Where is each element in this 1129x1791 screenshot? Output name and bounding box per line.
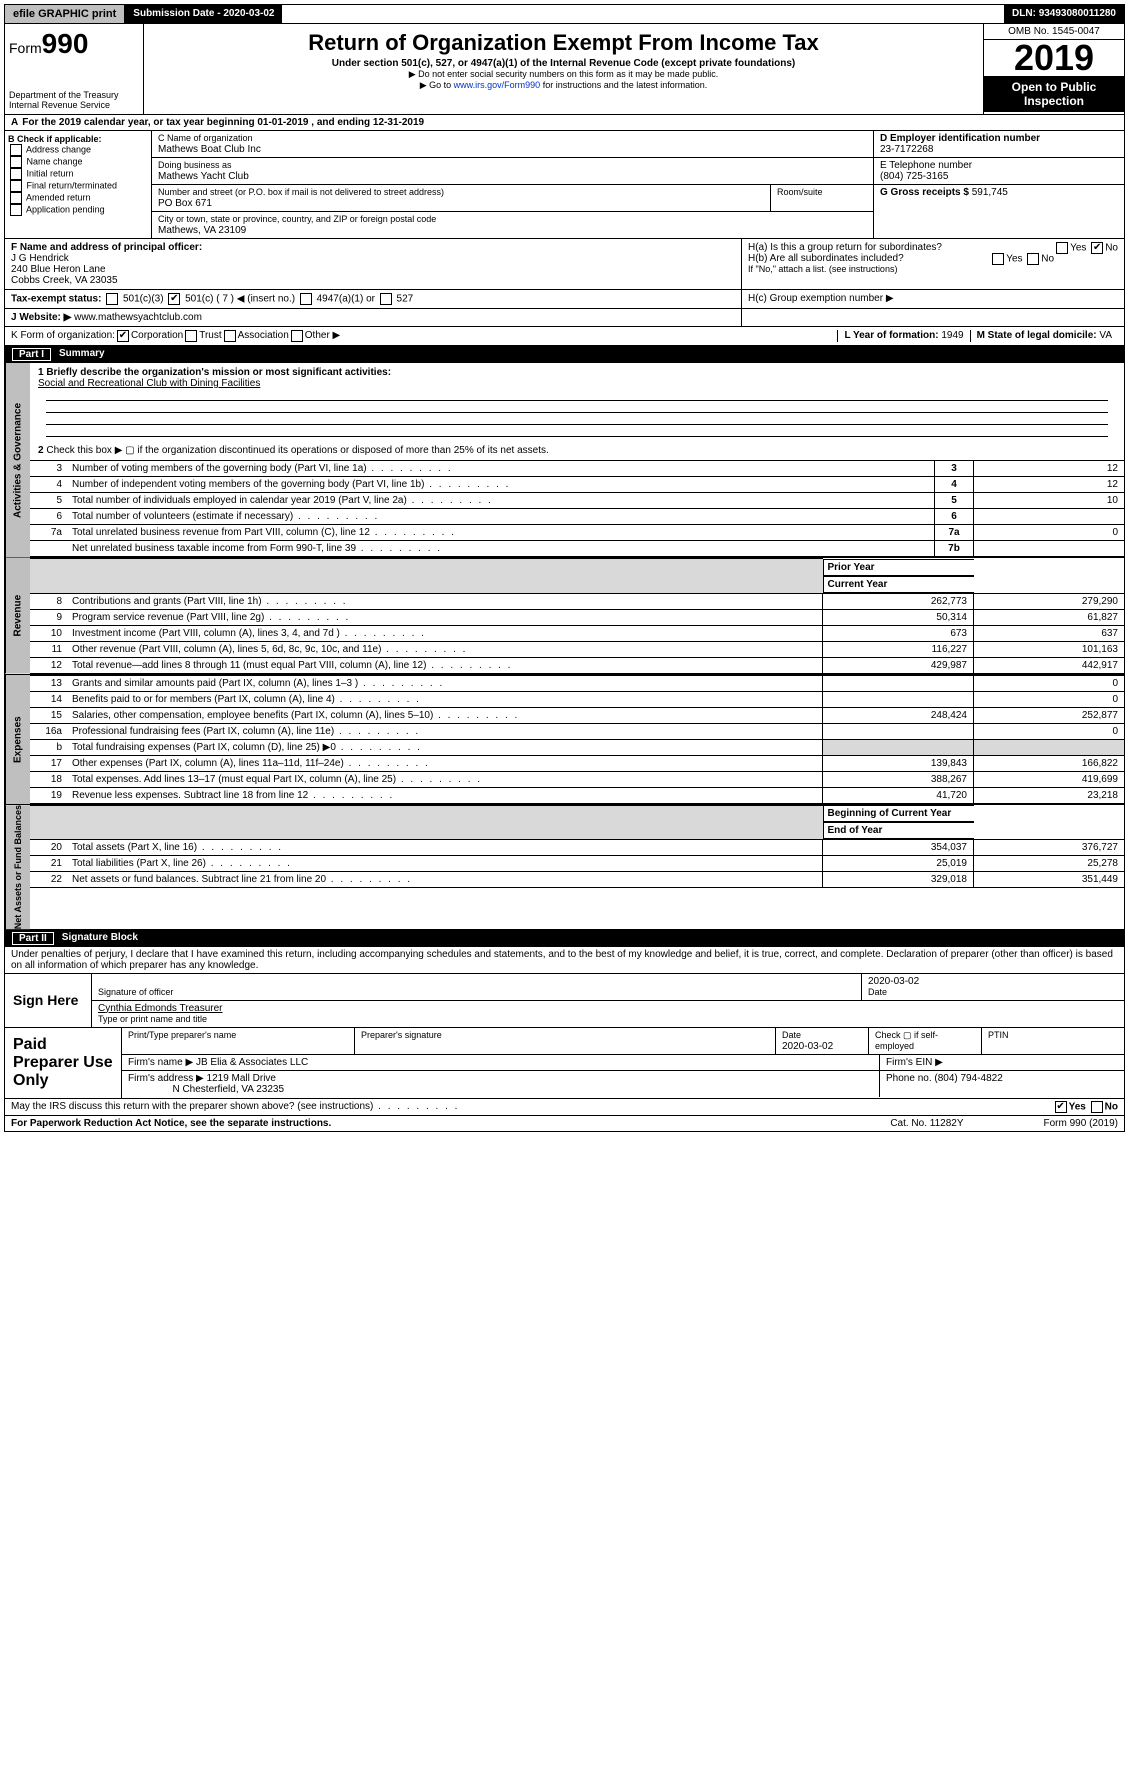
- officer-block: F Name and address of principal officer:…: [5, 239, 741, 289]
- org-name-lbl: C Name of organization: [158, 133, 253, 143]
- cb-ha-no[interactable]: [1091, 242, 1103, 254]
- cb-initial[interactable]: [10, 168, 22, 180]
- org-name: Mathews Boat Club Inc: [158, 144, 261, 155]
- hc-row: H(c) Group exemption number ▶: [741, 290, 1124, 308]
- subtitle-2: ▶ Do not enter social security numbers o…: [148, 69, 979, 80]
- gross-lbl: G Gross receipts $: [880, 187, 972, 198]
- summary-net: Net Assets or Fund Balances Beginning of…: [4, 805, 1125, 930]
- section-a-d: B Check if applicable: Address change Na…: [4, 131, 1125, 239]
- h-block: H(a) Is this a group return for subordin…: [741, 239, 1124, 289]
- col-b-checkboxes: B Check if applicable: Address change Na…: [5, 131, 152, 238]
- dba-lbl: Doing business as: [158, 160, 232, 170]
- addr-lbl: Number and street (or P.O. box if mail i…: [158, 187, 444, 197]
- ein: 23-7172268: [880, 144, 933, 155]
- phone: (804) 725-3165: [880, 171, 948, 182]
- website-row: J Website: ▶ www.mathewsyachtclub.com: [5, 309, 741, 326]
- cb-address[interactable]: [10, 144, 22, 156]
- dept-treasury: Department of the Treasury Internal Reve…: [9, 90, 139, 110]
- cb-discuss-yes[interactable]: [1055, 1101, 1067, 1113]
- form-title: Return of Organization Exempt From Incom…: [148, 30, 979, 56]
- sign-here: Sign Here Signature of officer2020-03-02…: [4, 974, 1125, 1028]
- tax-exempt-row: Tax-exempt status: 501(c)(3) 501(c) ( 7 …: [5, 290, 741, 308]
- vlabel-exp: Expenses: [5, 675, 30, 804]
- mission-block: 1 Briefly describe the organization's mi…: [30, 363, 1124, 441]
- col-c-org: C Name of organizationMathews Boat Club …: [152, 131, 873, 238]
- summary-expenses: Expenses 13Grants and similar amounts pa…: [4, 675, 1125, 805]
- top-toolbar: efile GRAPHIC print Submission Date - 20…: [4, 4, 1125, 24]
- city-lbl: City or town, state or province, country…: [158, 214, 436, 224]
- city: Mathews, VA 23109: [158, 225, 246, 236]
- cb-final[interactable]: [10, 180, 22, 192]
- phone-lbl: E Telephone number: [880, 160, 972, 171]
- vlabel-rev: Revenue: [5, 558, 30, 674]
- gross: 591,745: [972, 187, 1008, 198]
- k-l-m-row: K Form of organization: Corporation Trus…: [4, 327, 1125, 346]
- room-lbl: Room/suite: [771, 185, 873, 211]
- summary-governance: Activities & Governance 1 Briefly descri…: [4, 363, 1125, 558]
- q2: Check this box ▶ ▢ if the organization d…: [46, 445, 548, 456]
- prep-label: Paid Preparer Use Only: [5, 1028, 121, 1098]
- cb-name[interactable]: [10, 156, 22, 168]
- vlabel-net: Net Assets or Fund Balances: [5, 805, 30, 929]
- efile-button[interactable]: efile GRAPHIC print: [5, 5, 125, 23]
- sign-label: Sign Here: [5, 974, 91, 1027]
- open-inspection: Open to Public Inspection: [984, 76, 1124, 112]
- paid-preparer: Paid Preparer Use Only Print/Type prepar…: [4, 1028, 1125, 1099]
- cb-501c[interactable]: [168, 293, 180, 305]
- subtitle-3: ▶ Go to www.irs.gov/Form990 for instruct…: [148, 80, 979, 91]
- addr: PO Box 671: [158, 198, 212, 209]
- summary-revenue: Revenue Prior YearCurrent Year 8Contribu…: [4, 558, 1125, 675]
- form-header: Form990 Department of the Treasury Inter…: [4, 24, 1125, 115]
- submission-date: Submission Date - 2020-03-02: [125, 5, 282, 23]
- k-lbl: K Form of organization:: [11, 330, 115, 342]
- cb-pending[interactable]: [10, 204, 22, 216]
- discuss-row: May the IRS discuss this return with the…: [4, 1099, 1125, 1116]
- tax-period-row: AFor the 2019 calendar year, or tax year…: [4, 115, 1125, 131]
- vlabel-gov: Activities & Governance: [5, 363, 30, 557]
- dba: Mathews Yacht Club: [158, 171, 249, 182]
- perjury: Under penalties of perjury, I declare th…: [4, 947, 1125, 974]
- ein-lbl: D Employer identification number: [880, 133, 1040, 144]
- form-number: Form990: [9, 28, 139, 60]
- b-header: B Check if applicable:: [8, 134, 102, 144]
- part2-bar: Part IISignature Block: [4, 930, 1125, 947]
- gov-table: 3Number of voting members of the governi…: [30, 460, 1124, 557]
- part1-bar: Part ISummary: [4, 346, 1125, 363]
- cb-amended[interactable]: [10, 192, 22, 204]
- footer: For Paperwork Reduction Act Notice, see …: [4, 1116, 1125, 1132]
- tax-year: 2019: [984, 40, 1124, 76]
- col-d-g: D Employer identification number23-71722…: [873, 131, 1124, 238]
- cb-corp[interactable]: [117, 330, 129, 342]
- subtitle-1: Under section 501(c), 527, or 4947(a)(1)…: [148, 58, 979, 69]
- section-f-j: F Name and address of principal officer:…: [4, 239, 1125, 327]
- rev-table: Prior YearCurrent Year 8Contributions an…: [30, 558, 1124, 674]
- irs-link[interactable]: www.irs.gov/Form990: [454, 80, 541, 90]
- dln: DLN: 93493080011280: [1004, 5, 1124, 23]
